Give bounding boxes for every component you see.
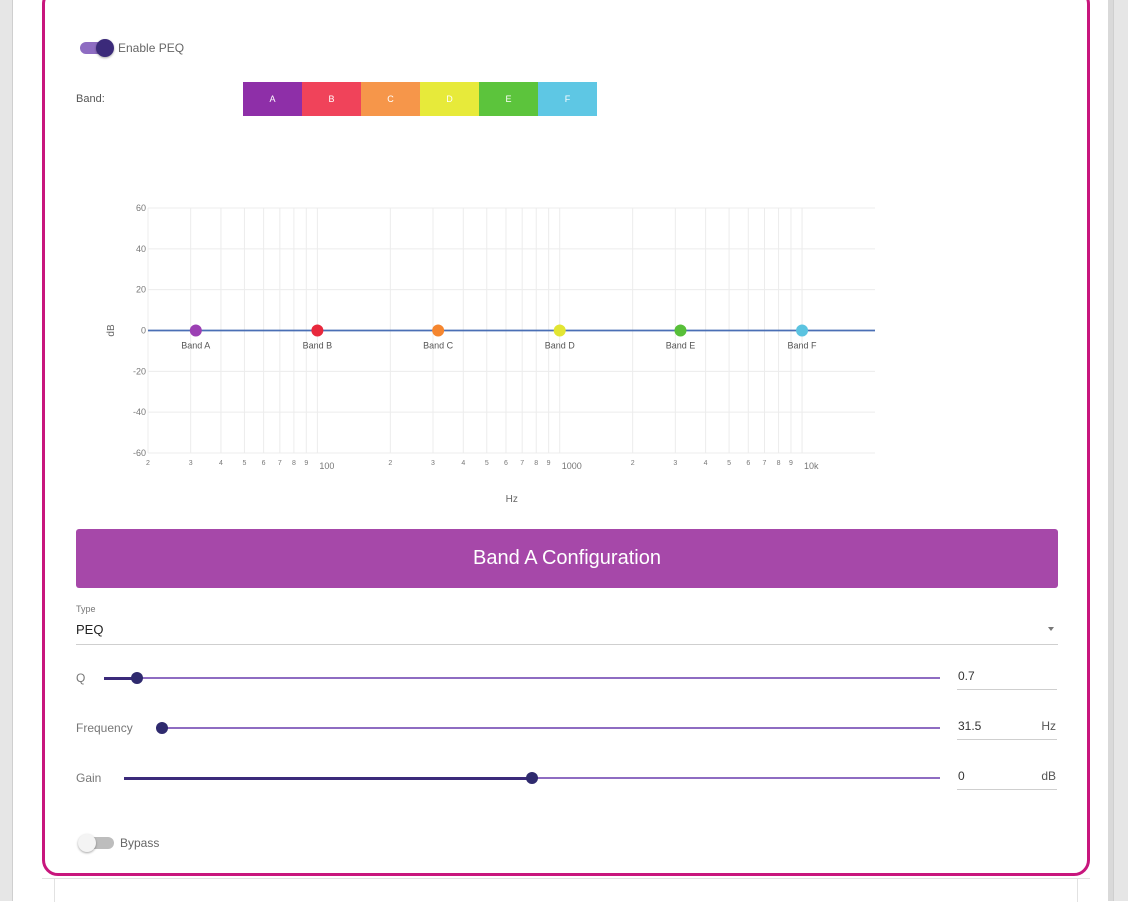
x-tick-label: 7 [763, 460, 767, 467]
gain-unit: dB [1041, 769, 1056, 783]
x-tick-label: 2 [146, 460, 150, 467]
band-button-d[interactable]: D [420, 82, 479, 116]
left-scroll-edge [0, 0, 13, 901]
band-point-label: Band D [545, 341, 576, 351]
x-tick-label: 3 [431, 460, 435, 467]
enable-peq-label: Enable PEQ [118, 41, 185, 55]
x-tick-label: 8 [534, 460, 538, 467]
x-tick-label: 2 [631, 460, 635, 467]
band-point-f[interactable] [796, 324, 809, 337]
gain-row: Gain 0 dB [76, 763, 1058, 793]
y-tick-label: -20 [133, 366, 146, 376]
band-point-label: Band B [303, 341, 333, 351]
band-button-a[interactable]: A [243, 82, 302, 116]
y-tick-label: -60 [133, 448, 146, 458]
band-point-e[interactable] [674, 324, 687, 337]
bypass-label: Bypass [120, 836, 160, 850]
gain-slider[interactable] [124, 772, 940, 784]
band-point-label: Band E [666, 341, 696, 351]
frequency-label: Frequency [76, 721, 133, 735]
y-tick-label: 60 [136, 203, 146, 213]
x-tick-label: 9 [547, 460, 551, 467]
x-axis-label: Hz [506, 494, 518, 505]
next-card-edge [42, 878, 1090, 902]
toggle-track [80, 39, 114, 57]
band-point-label: Band F [788, 341, 818, 351]
gain-value: 0 [958, 769, 965, 783]
frequency-slider-thumb[interactable] [156, 722, 168, 734]
x-tick-label: 5 [485, 460, 489, 467]
band-button-e[interactable]: E [479, 82, 538, 116]
y-tick-label: 0 [141, 326, 146, 336]
enable-peq-toggle[interactable]: Enable PEQ [80, 39, 185, 57]
y-tick-label: -40 [133, 407, 146, 417]
frequency-slider[interactable] [156, 722, 940, 734]
right-scroll-edge [1113, 0, 1128, 901]
x-tick-label: 4 [219, 460, 223, 467]
gain-input[interactable]: 0 dB [957, 761, 1057, 790]
q-value: 0.7 [958, 669, 975, 683]
x-tick-label: 1000 [562, 461, 582, 471]
type-select[interactable]: Type PEQ [76, 601, 1058, 645]
x-tick-label: 8 [292, 460, 296, 467]
band-config-title: Band A Configuration [473, 547, 661, 569]
y-tick-label: 20 [136, 285, 146, 295]
frequency-input[interactable]: 31.5 Hz [957, 711, 1057, 740]
band-point-label: Band A [181, 341, 210, 351]
x-tick-label: 9 [304, 460, 308, 467]
q-slider-fill [104, 676, 138, 680]
toggle-knob [78, 834, 96, 852]
band-point-label: Band C [423, 341, 454, 351]
x-tick-label: 6 [746, 460, 750, 467]
frequency-row: Frequency 31.5 Hz [76, 713, 1058, 743]
frequency-value: 31.5 [958, 719, 982, 733]
x-tick-label: 8 [777, 460, 781, 467]
band-button-f[interactable]: F [538, 82, 597, 116]
x-tick-label: 100 [319, 461, 334, 471]
q-slider[interactable] [104, 672, 940, 684]
x-tick-label: 3 [673, 460, 677, 467]
q-input[interactable]: 0.7 [957, 661, 1057, 690]
band-button-b[interactable]: B [302, 82, 361, 116]
type-label: Type [76, 604, 96, 614]
x-tick-label: 3 [189, 460, 193, 467]
peq-card [42, 0, 1090, 876]
toggle-track [78, 834, 114, 852]
y-tick-label: 40 [136, 244, 146, 254]
x-tick-label: 7 [278, 460, 282, 467]
frequency-unit: Hz [1041, 719, 1056, 733]
band-config-header: Band A Configuration [76, 529, 1058, 588]
x-tick-label: 4 [704, 460, 708, 467]
band-point-a[interactable] [189, 324, 202, 337]
y-axis-label: dB [106, 324, 117, 337]
gain-slider-fill [124, 776, 532, 780]
band-point-c[interactable] [432, 324, 445, 337]
x-tick-label: 10k [804, 461, 819, 471]
gain-label: Gain [76, 771, 102, 785]
x-tick-label: 4 [461, 460, 465, 467]
q-row: Q 0.7 [76, 663, 1058, 693]
right-panel-edge [1108, 0, 1114, 901]
band-point-b[interactable] [311, 324, 324, 337]
chevron-down-icon [1048, 627, 1054, 631]
x-tick-label: 5 [242, 460, 246, 467]
band-button-c[interactable]: C [361, 82, 420, 116]
x-tick-label: 9 [789, 460, 793, 467]
q-label: Q [76, 671, 86, 685]
x-tick-label: 6 [504, 460, 508, 467]
x-tick-label: 7 [520, 460, 524, 467]
toggle-knob [96, 39, 114, 57]
bypass-toggle[interactable]: Bypass [78, 834, 160, 852]
x-tick-label: 6 [262, 460, 266, 467]
x-tick-label: 2 [388, 460, 392, 467]
x-tick-label: 5 [727, 460, 731, 467]
band-point-d[interactable] [553, 324, 566, 337]
q-slider-thumb[interactable] [131, 672, 144, 684]
band-label: Band: [76, 93, 105, 105]
type-value: PEQ [76, 622, 104, 637]
gain-slider-thumb[interactable] [526, 772, 538, 784]
